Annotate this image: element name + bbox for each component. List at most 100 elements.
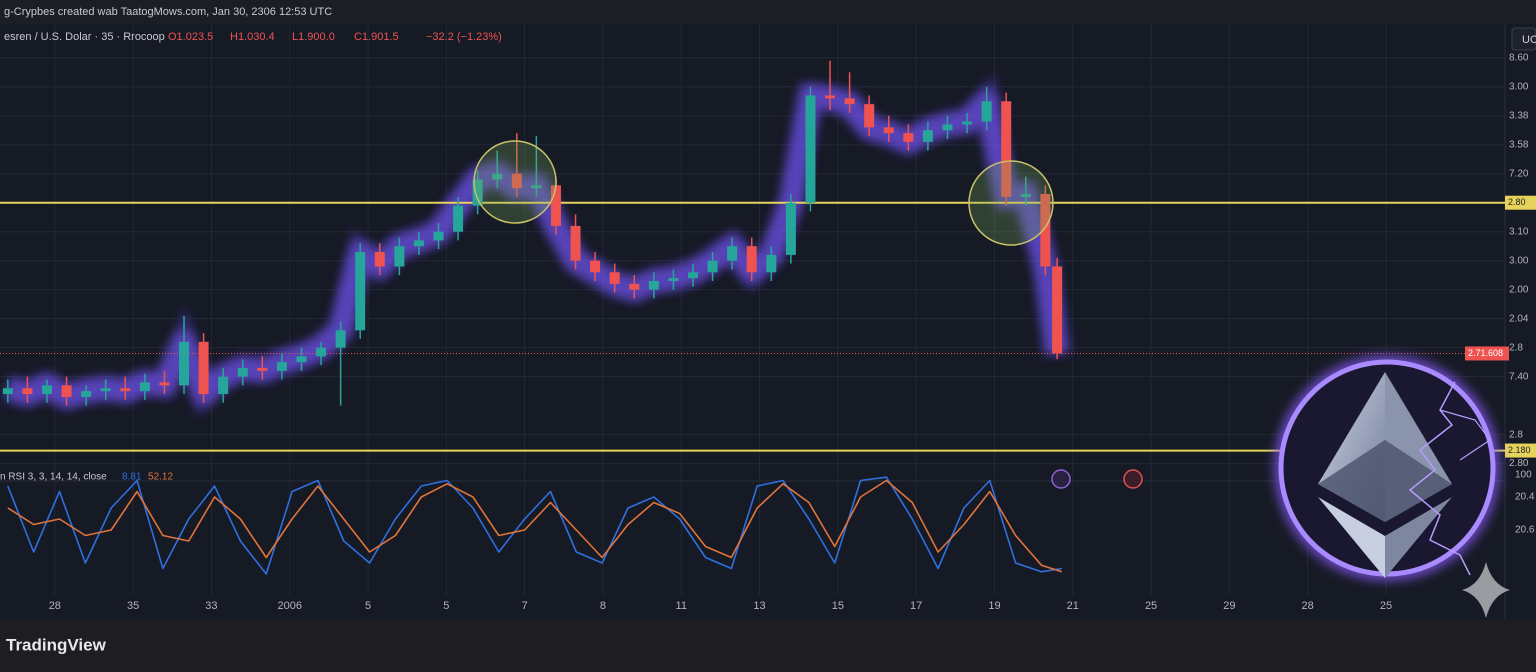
candle-body bbox=[962, 121, 973, 125]
event-icon[interactable] bbox=[1123, 469, 1143, 489]
x-tick-label: 11 bbox=[676, 600, 687, 612]
candle-body bbox=[766, 254, 777, 273]
sparkle-icon bbox=[1462, 562, 1510, 618]
x-tick-label: 28 bbox=[1302, 600, 1314, 612]
candle-body bbox=[883, 127, 894, 134]
candle-body bbox=[355, 252, 366, 331]
candle-body bbox=[511, 173, 522, 189]
chart-title: esren / U.S. Dolar · 35 · Rrocoop bbox=[4, 31, 165, 43]
candle-body bbox=[1001, 101, 1012, 197]
price-label: 2.71.608 bbox=[1468, 348, 1503, 358]
x-tick-label: 15 bbox=[832, 600, 844, 612]
candle-body bbox=[198, 341, 209, 395]
candle-body bbox=[413, 240, 424, 247]
x-tick-label: 8 bbox=[600, 600, 606, 612]
level-tag bbox=[1505, 443, 1536, 458]
candle-body bbox=[668, 278, 679, 281]
price-tag bbox=[1465, 346, 1509, 361]
x-tick-label: 25 bbox=[1145, 600, 1157, 612]
x-tick-label: 35 bbox=[127, 600, 139, 612]
y-tick-label: 2.80 bbox=[1509, 458, 1529, 469]
candle-body bbox=[629, 283, 640, 290]
y-tick-label: 20.4 bbox=[1515, 492, 1535, 503]
y-tick-label: 2.8 bbox=[1509, 342, 1523, 353]
ohlc-label: C1.901.5 bbox=[354, 31, 399, 43]
candle-body bbox=[805, 95, 816, 203]
x-tick-label: 19 bbox=[988, 600, 1000, 612]
candle-body bbox=[1040, 194, 1051, 267]
candle-body bbox=[120, 388, 131, 392]
level-label: 2.80 bbox=[1508, 197, 1526, 207]
candle-body bbox=[825, 95, 836, 99]
symbol-button-label[interactable]: UO bbox=[1522, 34, 1536, 46]
candle-body bbox=[218, 376, 229, 395]
y-tick-label: 3.10 bbox=[1509, 226, 1529, 237]
candle-body bbox=[139, 382, 150, 392]
candle-body bbox=[942, 124, 953, 131]
candle-body bbox=[785, 202, 796, 255]
candle-body bbox=[179, 341, 190, 386]
y-tick-label: 3.58 bbox=[1509, 139, 1529, 150]
candle-body bbox=[687, 272, 698, 279]
candle-body bbox=[22, 388, 33, 395]
y-tick-label: 7.40 bbox=[1509, 371, 1529, 382]
x-tick-label: 7 bbox=[522, 600, 528, 612]
y-tick-label: 7.20 bbox=[1509, 168, 1529, 179]
legend-entry: 52.12 bbox=[148, 472, 173, 483]
annotation-circle bbox=[968, 160, 1054, 246]
chart-title: n RSI 3, 3, 14, 14, close bbox=[0, 472, 107, 483]
x-tick-label: 21 bbox=[1067, 600, 1079, 612]
candle-body bbox=[727, 246, 738, 261]
candle-body bbox=[746, 246, 757, 273]
y-tick-label: 20.6 bbox=[1515, 525, 1535, 536]
y-tick-label: 3.00 bbox=[1509, 255, 1529, 266]
symbol-button[interactable] bbox=[1511, 27, 1536, 51]
candle-body bbox=[316, 347, 327, 357]
level-label: 2.180 bbox=[1508, 445, 1531, 455]
candle-body bbox=[2, 388, 13, 395]
candle-body bbox=[922, 130, 933, 142]
y-tick-label: 3.38 bbox=[1509, 110, 1529, 121]
top-bar bbox=[0, 0, 1536, 24]
candle-body bbox=[433, 231, 444, 241]
candle-body bbox=[394, 246, 405, 267]
event-icon[interactable] bbox=[1051, 469, 1071, 489]
candle-body bbox=[707, 260, 718, 273]
candle-body bbox=[335, 330, 346, 348]
x-tick-label: 13 bbox=[753, 600, 765, 612]
candle-body bbox=[276, 362, 287, 371]
annotation-circle bbox=[473, 140, 557, 224]
candle-body bbox=[531, 185, 542, 189]
ethereum-emblem bbox=[1276, 357, 1498, 579]
y-tick-label: 2.00 bbox=[1509, 284, 1529, 295]
candle-body bbox=[1020, 194, 1031, 197]
legend-entry: 8.81 bbox=[122, 472, 142, 483]
candle-body bbox=[1052, 266, 1063, 354]
candle-body bbox=[296, 356, 307, 363]
candle-body bbox=[903, 133, 914, 142]
caption: g-Crypbes created wab TaatogMows.com, Ja… bbox=[4, 6, 332, 18]
candle-body bbox=[374, 252, 385, 267]
plot: 28 35 33 2006 5 5 7 8 11 13 15 17 19 21 25 29 28 25 8.60 3.… bbox=[0, 24, 1536, 612]
candle-body bbox=[648, 280, 659, 290]
candle-body bbox=[472, 179, 483, 206]
x-tick-label: 5 bbox=[443, 600, 449, 612]
candle-body bbox=[550, 185, 561, 226]
ohlc-label: L1.900.0 bbox=[292, 31, 335, 43]
x-tick-label: 2006 bbox=[277, 600, 301, 612]
candle-body bbox=[257, 367, 268, 371]
brand: TradingView bbox=[6, 635, 107, 654]
candle-body bbox=[41, 385, 52, 395]
y-tick-label: 8.60 bbox=[1509, 52, 1529, 63]
candle-body bbox=[81, 391, 92, 397]
ohlc-label: H1.030.4 bbox=[230, 31, 275, 43]
x-tick-label: 17 bbox=[910, 600, 922, 612]
y-tick-label: 2.04 bbox=[1509, 313, 1529, 324]
candle-body bbox=[453, 205, 464, 232]
y-tick-label: 100 bbox=[1515, 470, 1532, 481]
ohlc-label: O1.023.5 bbox=[168, 31, 213, 43]
level-tag bbox=[1505, 195, 1536, 210]
candle-body bbox=[61, 385, 72, 397]
